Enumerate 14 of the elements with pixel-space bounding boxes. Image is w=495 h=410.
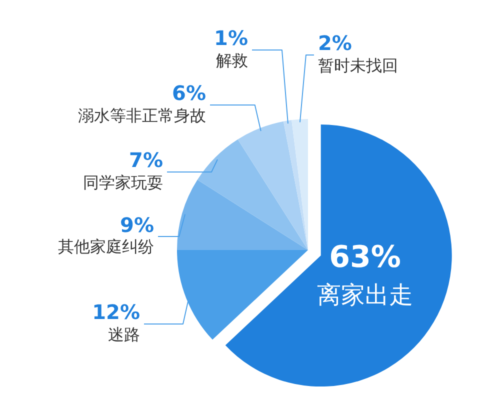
slice-label: 其他家庭纠纷 — [58, 237, 154, 256]
data-label: 6% — [172, 81, 206, 105]
data-label: 63% — [329, 240, 401, 275]
data-label: 1% — [214, 26, 248, 50]
slice-label: 离家出走 — [317, 281, 413, 309]
slice-label: 同学家玩耍 — [83, 173, 163, 192]
data-label: 12% — [92, 300, 140, 324]
slice-label: 暂时未找回 — [318, 56, 398, 75]
data-label: 9% — [120, 213, 154, 237]
data-label: 2% — [318, 31, 352, 55]
slice-label: 解救 — [216, 51, 248, 70]
slice-label: 迷路 — [108, 325, 140, 344]
slice-label: 溺水等非正常身故 — [78, 106, 206, 125]
data-label: 7% — [129, 148, 163, 172]
